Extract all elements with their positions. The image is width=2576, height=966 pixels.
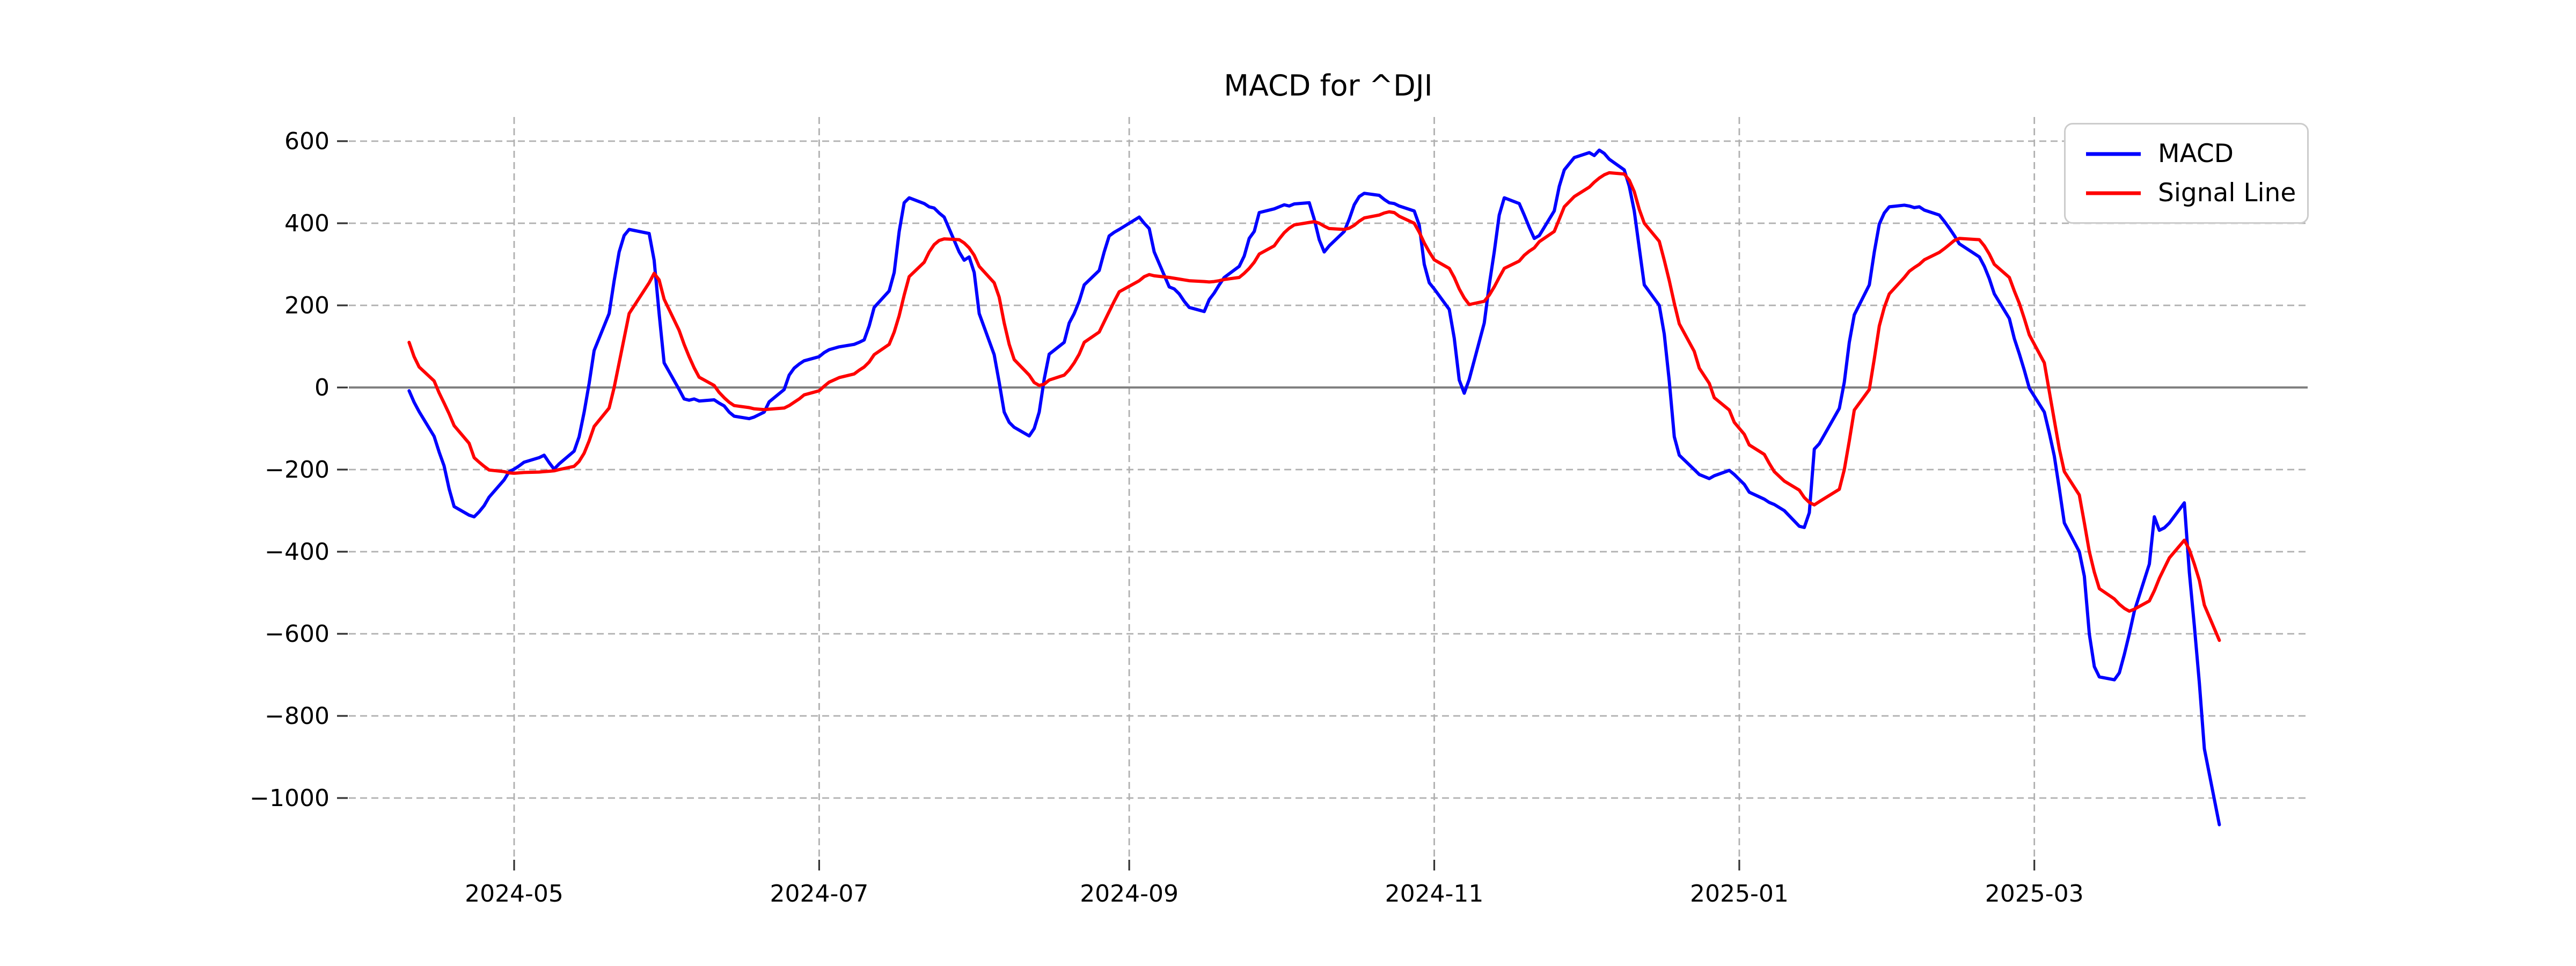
signal-line-swatch-icon (2086, 191, 2141, 195)
tick-label-layer: 600 400 200 0 −200 −400 −600 −800 −1000 2024-05 20… (250, 128, 2083, 908)
x-tick-label-2025-01: 2025-01 (1690, 880, 1789, 908)
legend-item-macd: MACD (2085, 141, 2307, 166)
y-tick-label--400: −400 (265, 538, 330, 566)
legend-item-signal: Signal Line (2085, 180, 2307, 206)
legend-label-macd: MACD (2158, 139, 2234, 169)
y-tick-label--1000: −1000 (250, 785, 330, 812)
y-tick-label-0: 0 (314, 374, 330, 401)
y-tick-label-400: 400 (284, 210, 330, 237)
y-tick-label-600: 600 (284, 128, 330, 155)
y-tick-label-200: 200 (284, 292, 330, 319)
x-tick-label-2024-09: 2024-09 (1080, 880, 1179, 908)
x-tick-label-2024-11: 2024-11 (1385, 880, 1484, 908)
x-tick-label-2024-07: 2024-07 (770, 880, 868, 908)
y-tick-label--800: −800 (265, 702, 330, 730)
x-tick-label-2025-03: 2025-03 (1985, 880, 2084, 908)
x-tick-label-2024-05: 2024-05 (465, 880, 564, 908)
series-layer (407, 148, 2221, 826)
macd-line-swatch-icon (2086, 152, 2141, 156)
chart-title: MACD for ^DJI (1224, 69, 1433, 103)
signal-line-line (407, 171, 2221, 642)
tick-layer (337, 140, 2036, 870)
y-tick-label--200: −200 (265, 456, 330, 484)
macd-line (407, 148, 2221, 826)
legend: MACD Signal Line (2064, 123, 2309, 224)
y-tick-label--600: −600 (265, 620, 330, 648)
legend-label-signal: Signal Line (2158, 178, 2296, 208)
